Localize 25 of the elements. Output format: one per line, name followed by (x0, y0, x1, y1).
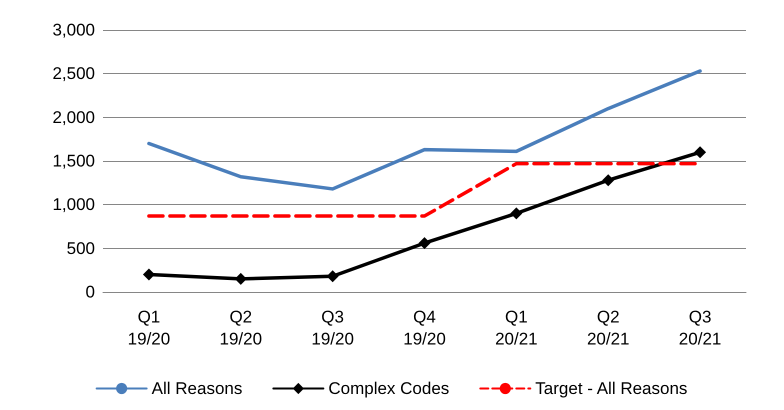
point (694, 146, 706, 158)
legend-label: All Reasons (152, 379, 242, 398)
x-tick-label: Q1 19/20 (128, 308, 170, 348)
x-tick-label: Q2 19/20 (220, 308, 262, 348)
x-tick-label: Q4 19/20 (403, 308, 446, 348)
y-tick-label: 1,000 (52, 195, 95, 214)
x-tick-label: Q3 20/21 (678, 308, 722, 348)
x-tick-label: Q2 20/21 (586, 308, 630, 348)
line-series (147, 69, 702, 191)
point (418, 237, 430, 250)
x-tick-label: Q3 19/20 (311, 308, 354, 348)
y-tick-label: 2,500 (52, 64, 95, 84)
point (602, 174, 614, 186)
point (510, 207, 522, 220)
y-tick-label: 1,500 (52, 152, 95, 170)
point (234, 272, 247, 285)
y-tick-label: 3,000 (52, 20, 95, 40)
y-tick-label: 2,000 (52, 108, 95, 127)
legend-label: Complex Codes (328, 379, 450, 398)
y-tick-label: 500 (66, 238, 95, 258)
point (142, 268, 155, 281)
point (326, 270, 339, 282)
x-tick-label: Q1 20/21 (495, 308, 538, 348)
legend-label: Target - All Reasons (535, 379, 688, 398)
y-tick-label: 0 (86, 282, 95, 302)
